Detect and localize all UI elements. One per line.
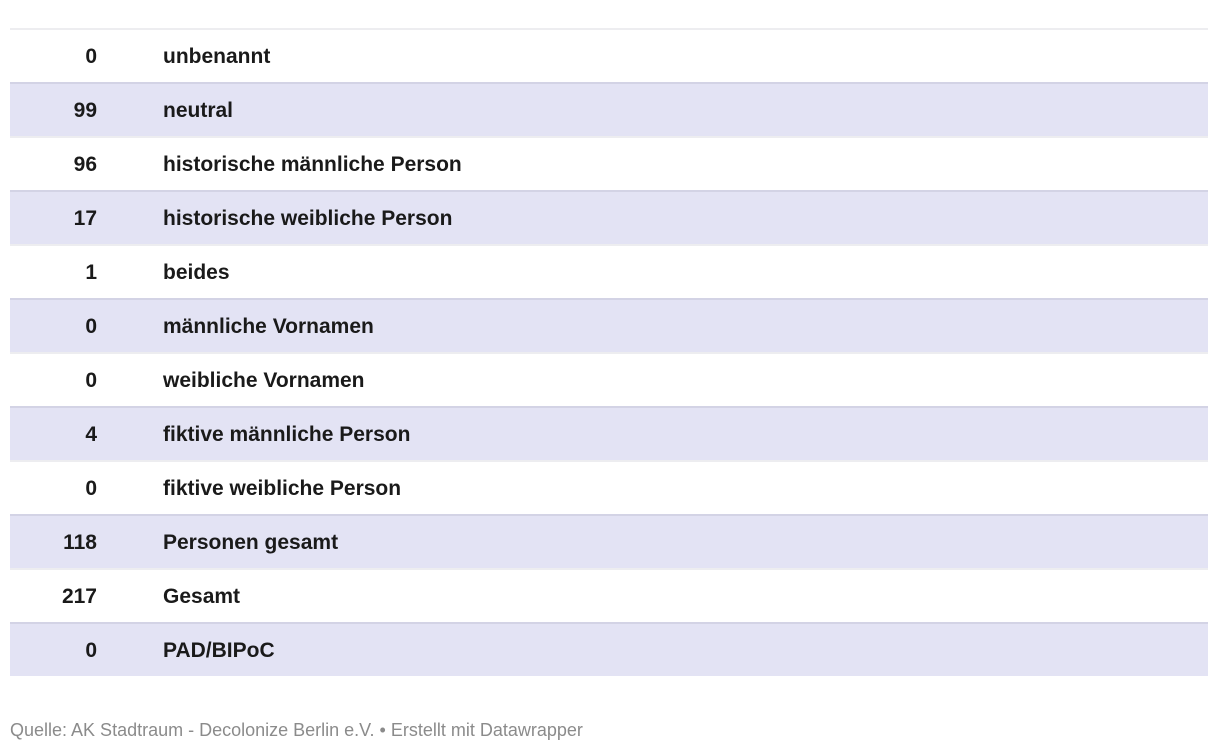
value-cell: 0 [85, 314, 97, 338]
value-cell: 96 [73, 152, 97, 176]
value-cell: 0 [85, 368, 97, 392]
table-row: 217 Gesamt [10, 568, 1208, 622]
footer-separator: • [374, 720, 391, 740]
category-cell: Gesamt [163, 584, 241, 608]
category-cell: beides [163, 260, 230, 284]
category-cell: historische männliche Person [163, 152, 462, 176]
category-cell: neutral [163, 98, 234, 122]
table-row: 96 historische männliche Person [10, 136, 1208, 190]
value-cell: 217 [61, 584, 97, 608]
value-cell: 1 [85, 260, 97, 284]
table-row: 0 männliche Vornamen [10, 298, 1208, 352]
value-cell: 118 [63, 530, 97, 554]
category-cell: fiktive weibliche Person [163, 476, 402, 500]
category-cell: Personen gesamt [163, 530, 339, 554]
table-row: 99 neutral [10, 82, 1208, 136]
value-cell: 17 [73, 206, 97, 230]
source-text: AK Stadtraum - Decolonize Berlin e.V. [71, 720, 375, 740]
credit-text: Erstellt mit [390, 720, 480, 740]
data-table: 0 unbenannt 99 neutral 96 historische mä… [10, 28, 1208, 676]
category-cell: männliche Vornamen [163, 314, 374, 338]
table-row: 0 fiktive weibliche Person [10, 460, 1208, 514]
table-row: 0 PAD/BIPoC [10, 622, 1208, 676]
table-row: 118 Personen gesamt [10, 514, 1208, 568]
category-cell: historische weibliche Person [163, 206, 453, 230]
datawrapper-link[interactable]: Datawrapper [479, 720, 583, 740]
value-cell: 0 [85, 638, 97, 662]
table-row: 17 historische weibliche Person [10, 190, 1208, 244]
table-row: 4 fiktive männliche Person [10, 406, 1208, 460]
value-cell: 0 [85, 476, 97, 500]
category-cell: weibliche Vornamen [163, 368, 365, 392]
chart-footer: Quelle: AK Stadtraum - Decolonize Berlin… [10, 718, 583, 742]
value-cell: 0 [85, 44, 97, 68]
value-cell: 4 [85, 422, 97, 446]
table-row: 1 beides [10, 244, 1208, 298]
category-cell: PAD/BIPoC [163, 638, 275, 662]
value-cell: 99 [73, 98, 97, 122]
category-cell: fiktive männliche Person [163, 422, 411, 446]
source-label: Quelle: [10, 720, 72, 740]
table-row: 0 unbenannt [10, 28, 1208, 82]
category-cell: unbenannt [163, 44, 271, 68]
table-row: 0 weibliche Vornamen [10, 352, 1208, 406]
